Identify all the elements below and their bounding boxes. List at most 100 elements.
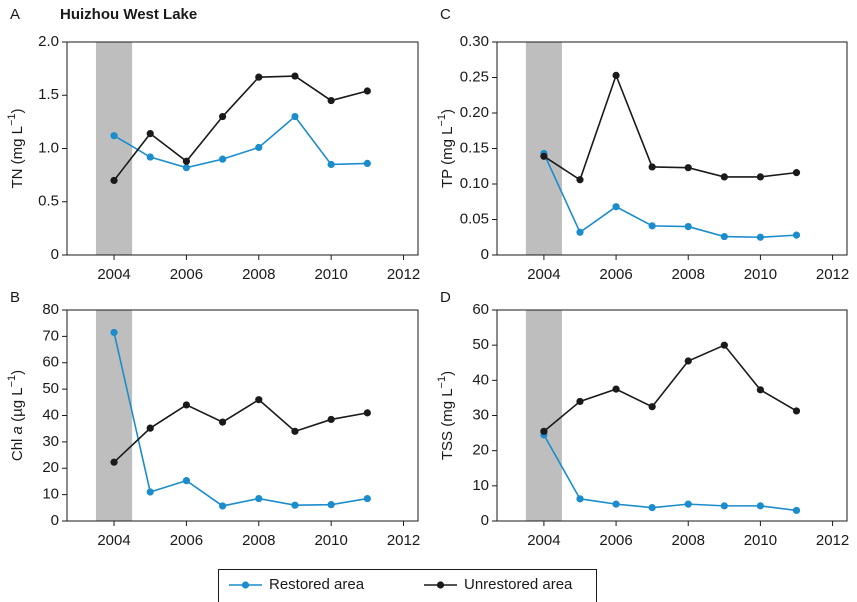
panel-label: A [10, 6, 20, 23]
data-point [612, 71, 620, 79]
data-point [255, 143, 263, 152]
legend-marker [241, 581, 250, 589]
y-tick-label: 0 [481, 512, 489, 529]
data-point [720, 173, 728, 181]
x-tick-label: 2004 [527, 266, 560, 283]
series-line [543, 434, 797, 512]
data-point [792, 231, 801, 239]
data-point [110, 176, 118, 185]
y-tick-label: 20 [472, 442, 489, 459]
data-point [182, 164, 191, 172]
legend-label: Unrestored area [464, 576, 573, 593]
panel-label: B [10, 289, 20, 306]
data-point [612, 385, 620, 393]
data-point [648, 163, 656, 171]
y-axis-label-part: (µg L [9, 387, 26, 426]
x-tick-label: 2012 [816, 532, 849, 549]
data-point [327, 96, 335, 105]
data-point [792, 407, 801, 415]
data-point [756, 502, 765, 510]
data-point [612, 203, 620, 211]
data-point [146, 424, 154, 432]
x-tick-label: 2010 [314, 532, 347, 549]
data-point [291, 427, 299, 435]
data-point [110, 458, 118, 466]
y-axis-label-part: −1 [436, 114, 448, 127]
data-point [218, 112, 227, 121]
y-tick-label: 0.25 [460, 68, 489, 85]
data-point [327, 415, 335, 424]
y-tick-label: 0 [51, 246, 59, 263]
data-point [684, 357, 692, 365]
data-point [648, 504, 656, 512]
data-point [720, 341, 728, 349]
data-point [182, 401, 191, 409]
y-tick-label: 0.15 [460, 139, 489, 156]
y-axis-label-part: −1 [6, 375, 18, 388]
data-point [327, 160, 335, 169]
data-point [146, 153, 154, 161]
data-point [363, 159, 371, 168]
data-point [291, 112, 299, 121]
y-tick-label: 50 [42, 380, 59, 397]
data-point [540, 152, 548, 160]
data-point [576, 397, 584, 406]
data-point [110, 132, 118, 140]
x-tick-label: 2006 [170, 266, 203, 283]
data-point [255, 396, 263, 404]
x-tick-label: 2004 [97, 532, 130, 549]
data-point [218, 155, 227, 163]
y-tick-label: 10 [472, 477, 489, 494]
y-axis-label-part: ) [439, 109, 456, 114]
y-tick-label: 0 [51, 512, 59, 529]
data-point [363, 494, 371, 503]
series-line [543, 344, 797, 432]
y-axis-label-part: TP (mg L [439, 127, 456, 188]
panel-label: D [440, 289, 451, 306]
data-point [110, 328, 118, 337]
data-point [146, 488, 154, 496]
y-tick-label: 0.5 [38, 193, 59, 210]
data-point [182, 477, 191, 485]
y-axis-label-part: ) [9, 108, 26, 113]
data-point [146, 129, 154, 138]
legend-marker [436, 581, 445, 589]
data-point [756, 386, 765, 394]
y-tick-label: 1.0 [38, 139, 59, 156]
data-point [218, 502, 227, 510]
data-point [792, 506, 801, 515]
data-point [255, 494, 263, 503]
series-line [113, 332, 368, 507]
data-point [684, 223, 692, 231]
data-point [291, 501, 299, 509]
data-point [756, 173, 765, 181]
panel-label: C [440, 6, 451, 23]
x-tick-label: 2012 [816, 266, 849, 283]
y-tick-label: 30 [472, 406, 489, 423]
legend-label: Restored area [269, 576, 365, 593]
y-tick-label: 1.5 [38, 86, 59, 103]
restoration-period [525, 310, 562, 521]
legend-box [218, 569, 597, 602]
series-line [543, 153, 797, 239]
x-tick-label: 2008 [672, 532, 705, 549]
x-tick-label: 2012 [387, 532, 420, 549]
data-point [255, 73, 263, 81]
data-point [684, 164, 692, 172]
data-point [720, 232, 728, 241]
data-point [684, 500, 692, 508]
y-axis-label-part: ) [439, 371, 456, 376]
data-point [648, 222, 656, 230]
x-tick-label: 2006 [599, 532, 632, 549]
y-axis-label-part: Chl [9, 434, 26, 461]
y-tick-label: 0.05 [460, 210, 489, 227]
data-point [720, 502, 728, 510]
x-tick-label: 2008 [672, 266, 705, 283]
y-tick-label: 0.20 [460, 104, 489, 121]
y-tick-label: 60 [472, 301, 489, 318]
y-tick-label: 40 [42, 406, 59, 423]
x-tick-label: 2012 [387, 266, 420, 283]
data-point [576, 176, 584, 184]
data-point [756, 233, 765, 241]
y-tick-label: 60 [42, 354, 59, 371]
